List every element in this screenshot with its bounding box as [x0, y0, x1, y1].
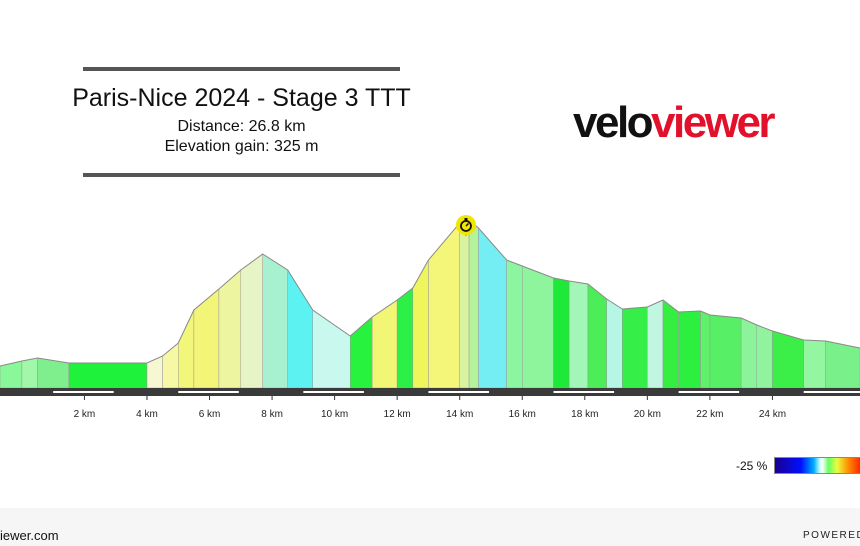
gradient-segment [312, 309, 351, 389]
road-dash [303, 391, 364, 393]
road-baseline [0, 388, 860, 396]
gradient-segment [68, 362, 148, 389]
stage-title: Paris-Nice 2024 - Stage 3 TTT [72, 84, 411, 112]
timing-point-marker [455, 215, 476, 236]
x-axis-ticks: 2 km 4 km 6 km 8 km 10 km 12 km 14 km 16 km 18 k… [74, 396, 786, 420]
gradient-segment [622, 306, 648, 389]
gradient-segment [678, 310, 701, 389]
x-tick-label: 14 km [446, 409, 473, 420]
x-tick-label: 10 km [321, 409, 348, 420]
gradient-segment [772, 330, 804, 389]
x-tick-label: 12 km [384, 409, 411, 420]
gradient-segment [700, 310, 711, 389]
gradient-segment [662, 299, 679, 389]
footer-powered-by: POWERED B [803, 530, 860, 541]
title-rule-top [83, 67, 400, 71]
road-dash [178, 391, 239, 393]
road-dash [553, 391, 615, 393]
x-tick-label: 20 km [634, 409, 661, 420]
x-tick-label: 2 km [74, 409, 96, 420]
gradient-segment [468, 219, 479, 389]
elevation-profile-chart: 2 km 4 km 6 km 8 km 10 km 12 km 14 km 16 km 18 k… [0, 215, 860, 420]
gradient-segment [240, 253, 263, 389]
gradient-legend-min-label: -25 % [736, 459, 768, 473]
road-dash [53, 391, 114, 393]
gradient-segment [371, 299, 398, 389]
stopwatch-hand [465, 222, 469, 227]
gradient-segment [428, 222, 460, 389]
gradient-segment [740, 317, 758, 389]
x-tick-label: 6 km [199, 409, 221, 420]
gradient-segment [647, 299, 664, 389]
gradient-segment [178, 309, 195, 389]
footer-site-link[interactable]: iewer.com [0, 528, 59, 543]
gradient-segment [21, 357, 38, 389]
title-block: Paris-Nice 2024 - Stage 3 TTT Distance: … [72, 67, 411, 177]
gradient-segment [146, 355, 163, 389]
gradient-segment [803, 339, 826, 389]
logo-velo: velo [573, 98, 654, 147]
road-dash [803, 391, 860, 393]
x-tick-label: 24 km [759, 409, 786, 420]
veloviewer-logo: veloviewer [573, 98, 776, 148]
gradient-segment [262, 253, 288, 389]
road-dash [428, 391, 489, 393]
logo-viewer: viewer [651, 98, 775, 147]
gradient-segment [459, 219, 470, 389]
gradient-segment [522, 265, 554, 389]
gradient-segment [396, 287, 414, 389]
gradient-segment [606, 298, 623, 389]
x-tick-label: 18 km [571, 409, 598, 420]
x-tick-label: 4 km [136, 409, 158, 420]
gradient-segment [412, 259, 429, 389]
road-dash [678, 391, 740, 393]
gradient-segment [218, 269, 242, 389]
gradient-segment [756, 324, 773, 389]
gradient-segment [193, 288, 220, 389]
footer-bar: iewer.com POWERED B [0, 508, 860, 546]
gradient-segment [587, 283, 607, 389]
stopwatch-button [464, 218, 468, 221]
stopwatch-face [460, 220, 472, 232]
elevation-text: Elevation gain: 325 m [164, 138, 319, 155]
gradient-segment [287, 269, 313, 389]
distance-text: Distance: 26.8 km [177, 118, 306, 135]
gradient-segment [350, 316, 373, 389]
gradient-segment [553, 277, 570, 389]
gradient-segment [506, 259, 523, 389]
gradient-legend-bar [774, 457, 860, 474]
x-tick-label: 16 km [509, 409, 536, 420]
gradient-segment [709, 314, 742, 389]
gradient-segment [568, 280, 589, 389]
gradient-segment [478, 227, 507, 389]
title-rule-bottom [83, 173, 400, 177]
x-tick-label: 8 km [261, 409, 283, 420]
gradient-segment [825, 340, 860, 389]
x-tick-label: 22 km [696, 409, 723, 420]
